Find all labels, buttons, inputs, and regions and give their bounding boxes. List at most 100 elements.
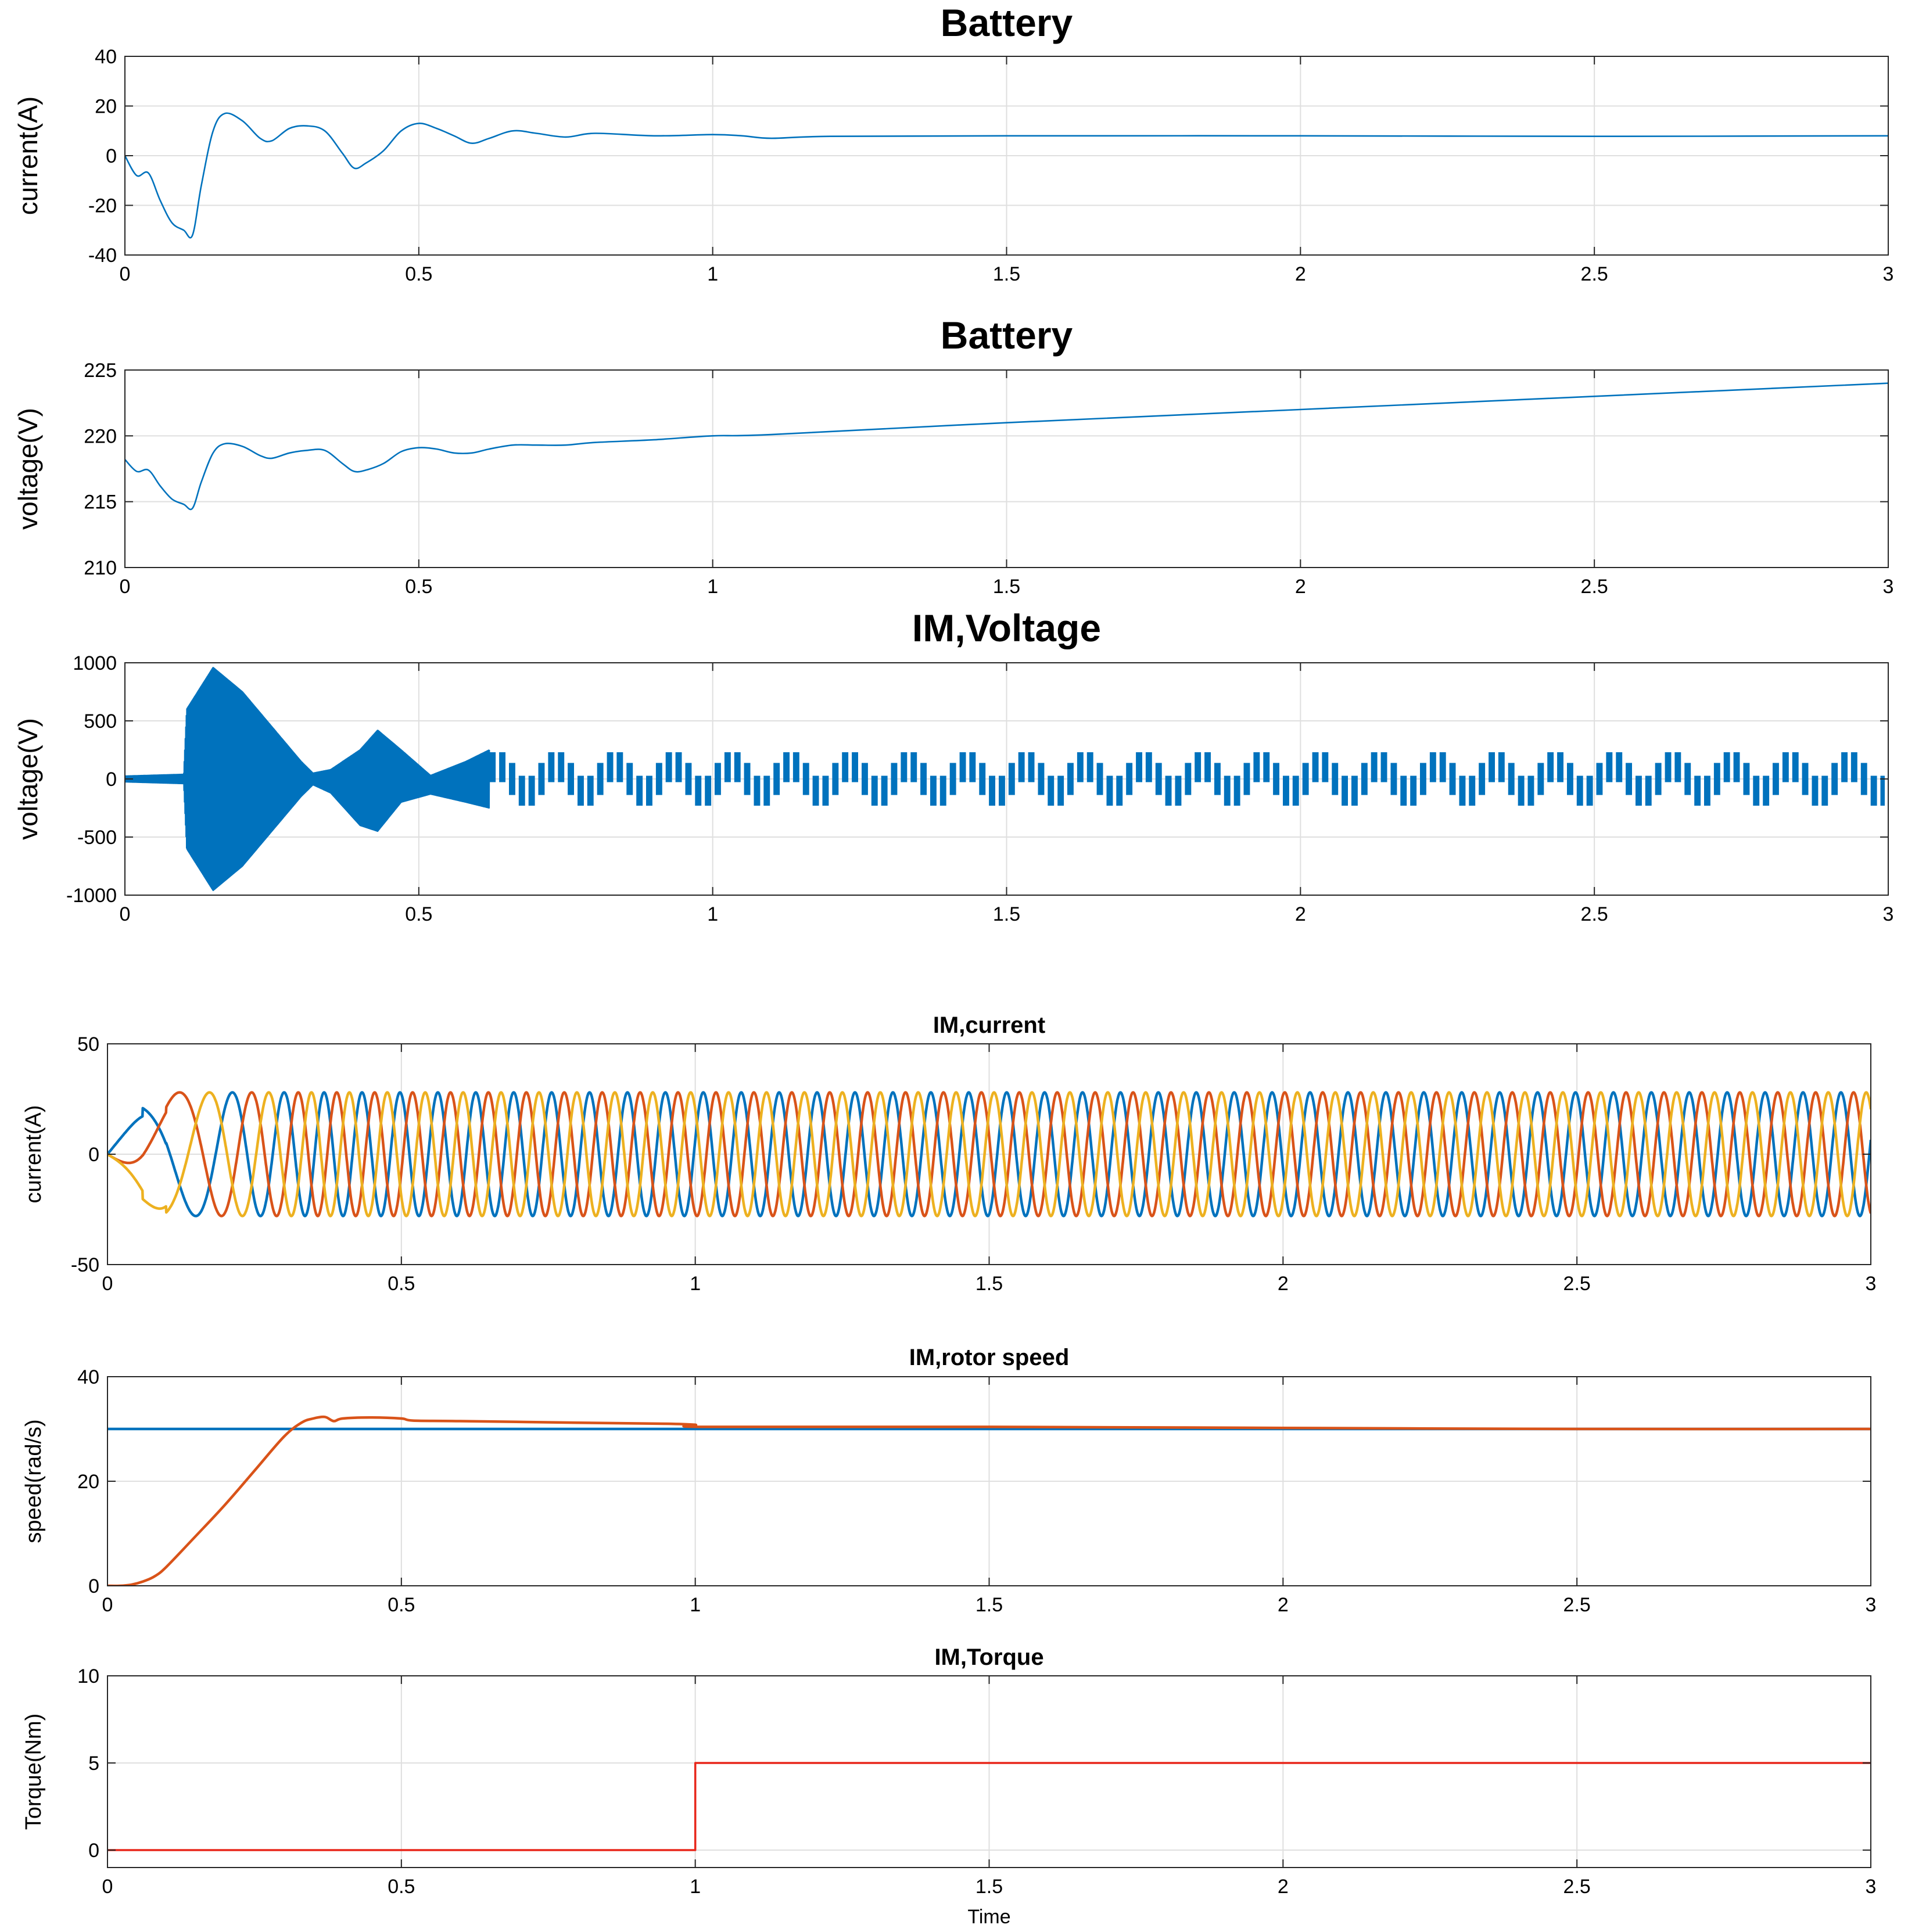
x-tick-label: 0.5	[405, 903, 432, 925]
pwm-block	[1802, 763, 1809, 795]
y-tick-label: 5	[88, 1753, 99, 1775]
chart-im-torque: 0 0.5 1 1.5 2 2.5 3 0 5 10 IM,Torque Torque(Nm) Time	[21, 1644, 1876, 1928]
pwm-block	[1527, 775, 1534, 806]
pwm-block	[852, 752, 858, 782]
pwm-block	[1860, 763, 1867, 795]
pwm-block	[1586, 775, 1593, 806]
y-tick-label: 500	[84, 710, 117, 732]
y-axis-label: voltage(V)	[13, 718, 43, 840]
pwm-block	[842, 752, 849, 782]
pwm-block	[1782, 752, 1789, 782]
pwm-block	[1821, 775, 1828, 806]
pwm-block	[1469, 775, 1476, 806]
pwm-block	[1351, 775, 1358, 806]
x-tick-label: 2	[1295, 903, 1306, 925]
pwm-block	[1253, 752, 1260, 782]
x-tick-label: 2.5	[1581, 903, 1608, 925]
pwm-block	[1753, 775, 1760, 806]
pwm-block	[1489, 752, 1495, 782]
pwm-block	[1713, 763, 1720, 795]
pwm-block	[1038, 763, 1045, 795]
x-tick-label: 2.5	[1581, 263, 1608, 285]
pwm-block	[1028, 752, 1035, 782]
pwm-block	[1312, 752, 1319, 782]
pwm-block	[1204, 752, 1211, 782]
x-tick-label: 1	[707, 576, 718, 598]
pwm-block	[1655, 763, 1662, 795]
x-tick-label: 3	[1883, 576, 1894, 598]
pwm-block	[949, 763, 956, 795]
pwm-block	[578, 775, 584, 806]
pwm-block	[1743, 763, 1750, 795]
pwm-block	[499, 752, 505, 782]
pwm-block	[1185, 763, 1192, 795]
pwm-block	[1155, 763, 1162, 795]
pwm-block	[1077, 752, 1084, 782]
pwm-block	[1880, 775, 1885, 806]
y-tick-label: 20	[77, 1471, 99, 1493]
pwm-block	[1195, 752, 1202, 782]
y-tick-label: 50	[77, 1033, 99, 1055]
x-tick-label: 2.5	[1563, 1876, 1591, 1898]
x-tick-label: 0	[102, 1876, 113, 1898]
pwm-block	[705, 775, 712, 806]
pwm-block	[1723, 752, 1730, 782]
pwm-block	[636, 775, 643, 806]
pwm-block	[1449, 763, 1456, 795]
x-tick-label: 3	[1866, 1594, 1877, 1616]
pwm-block	[1870, 775, 1877, 806]
pwm-block	[1214, 763, 1221, 795]
pwm-block	[695, 775, 702, 806]
pwm-block	[1410, 775, 1417, 806]
pwm-block	[1812, 775, 1819, 806]
pwm-block	[1096, 763, 1103, 795]
pwm-block	[1400, 775, 1407, 806]
pwm-block	[802, 763, 809, 795]
pwm-block	[1792, 752, 1799, 782]
chart-title: Battery	[941, 1, 1073, 44]
x-tick-label: 1	[690, 1273, 701, 1295]
pwm-block	[832, 763, 839, 795]
x-tick-label: 2	[1295, 263, 1306, 285]
x-axis-label: Time	[967, 1906, 1010, 1928]
series-line-2	[107, 1415, 1871, 1586]
y-axis-label: current(A)	[13, 96, 43, 215]
pwm-block	[518, 775, 525, 806]
pwm-block	[1332, 763, 1339, 795]
x-tick-label: 1	[690, 1594, 701, 1616]
pwm-block	[930, 775, 937, 806]
x-tick-label: 0	[102, 1594, 113, 1616]
y-axis-label: speed(rad/s)	[21, 1419, 46, 1543]
pwm-block	[587, 775, 594, 806]
y-tick-label: -1000	[66, 885, 117, 907]
series-group	[125, 667, 1885, 892]
pwm-block	[724, 752, 731, 782]
y-tick-label: 0	[106, 769, 117, 791]
chart-title: IM,current	[933, 1012, 1045, 1038]
pwm-block	[1057, 775, 1064, 806]
y-tick-label: 20	[95, 96, 117, 118]
pwm-block	[675, 752, 682, 782]
pwm-block	[1537, 763, 1544, 795]
pwm-block	[1763, 775, 1770, 806]
pwm-block	[1665, 752, 1672, 782]
pwm-block	[1606, 752, 1613, 782]
chart-battery-voltage: 0 0.5 1 1.5 2 2.5 3 210 215 220 225 Battery voltage(…	[13, 314, 1893, 598]
pwm-block	[616, 752, 623, 782]
series-line-3	[107, 1091, 1871, 1218]
x-tick-label: 0.5	[388, 1273, 415, 1295]
x-tick-label: 0	[102, 1273, 113, 1295]
pwm-block	[1263, 752, 1270, 782]
x-tick-label: 1.5	[993, 576, 1020, 598]
pwm-block	[509, 763, 515, 795]
pwm-block	[959, 752, 966, 782]
x-tick-label: 1.5	[975, 1594, 1003, 1616]
pwm-block	[1086, 752, 1093, 782]
chart-im-rotor-speed: 0 0.5 1 1.5 2 2.5 3 0 20 40 IM,rotor speed speed(ra…	[21, 1345, 1876, 1616]
pwm-block	[1361, 763, 1368, 795]
pwm-block	[568, 763, 574, 795]
pwm-block	[1048, 775, 1055, 806]
x-tick-label: 2.5	[1563, 1273, 1591, 1295]
pwm-block	[548, 752, 555, 782]
pwm-block	[1616, 752, 1623, 782]
